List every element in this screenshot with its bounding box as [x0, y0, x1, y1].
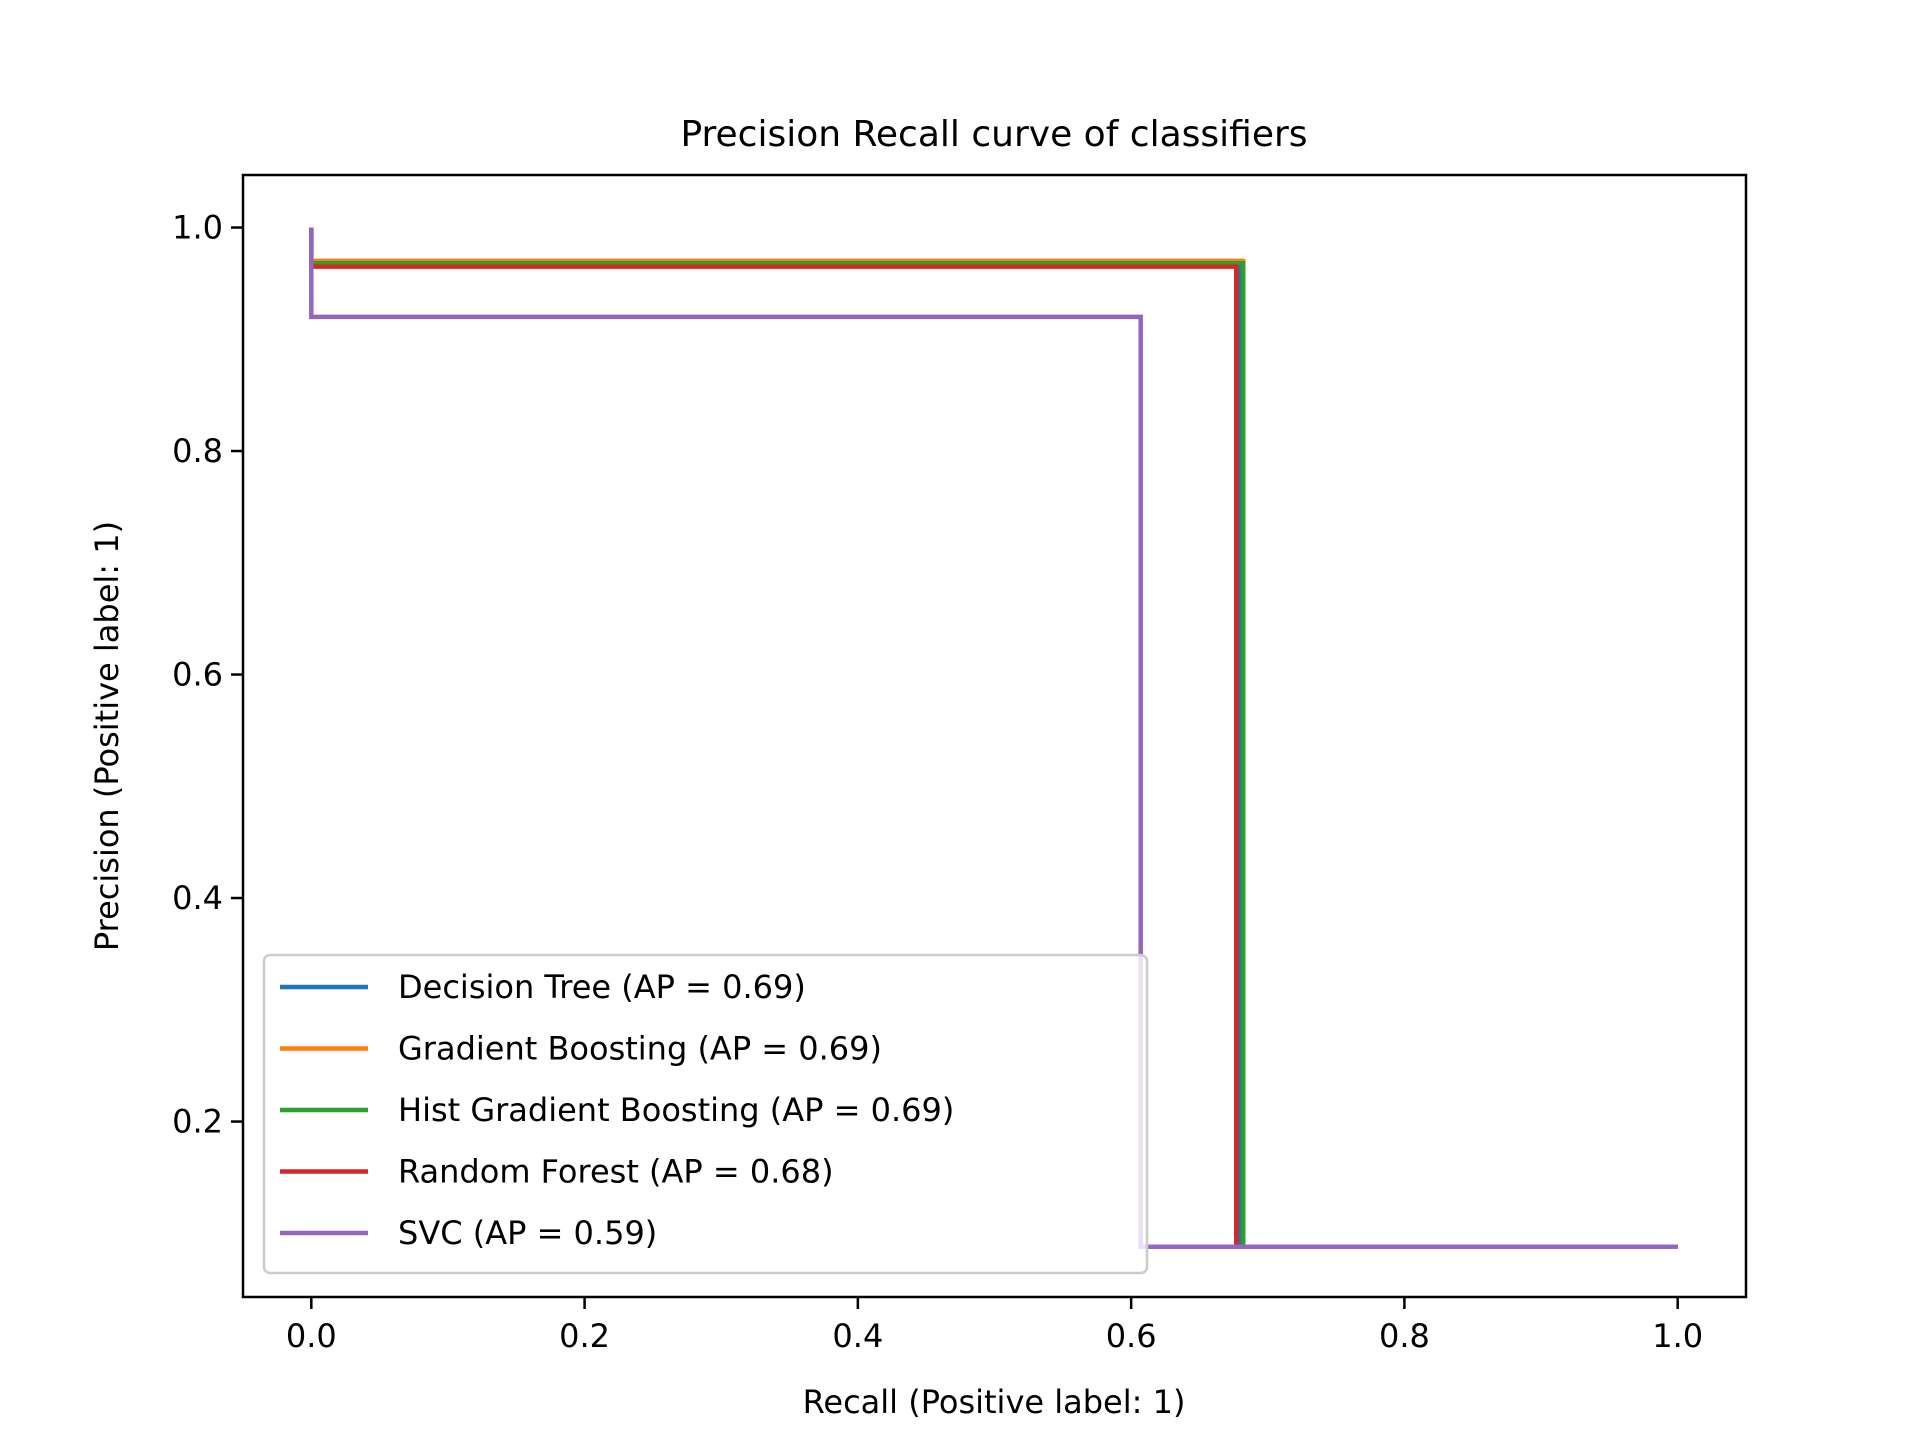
plot-frame [241, 173, 1748, 1299]
series-lines [309, 227, 1678, 1249]
x-tick-label: 0.4 [832, 1317, 883, 1355]
y-tick-label: 1.0 [172, 209, 223, 247]
x-tick-label: 0.6 [1106, 1317, 1157, 1355]
y-axis-label: Precision (Positive label: 1) [88, 521, 126, 951]
y-tick-label: 0.6 [172, 656, 223, 694]
x-tick-label: 0.2 [559, 1317, 610, 1355]
legend-box [262, 953, 1149, 1275]
legend-label-2: Hist Gradient Boosting (AP = 0.69) [398, 1091, 954, 1129]
y-tick-label: 0.8 [172, 432, 223, 470]
series-line-4 [309, 227, 1678, 1249]
legend-label-4: SVC (AP = 0.59) [398, 1214, 657, 1252]
x-tick-label: 0.0 [286, 1317, 337, 1355]
y-tick-label: 0.4 [172, 879, 223, 917]
legend-label-0: Decision Tree (AP = 0.69) [398, 968, 806, 1006]
legend-label-3: Random Forest (AP = 0.68) [398, 1153, 834, 1191]
chart-title: Precision Recall curve of classifiers [680, 114, 1307, 155]
y-tick-label: 0.2 [172, 1103, 223, 1141]
x-tick-label: 1.0 [1652, 1317, 1703, 1355]
legend-label-1: Gradient Boosting (AP = 0.69) [398, 1030, 882, 1068]
x-tick-label: 0.8 [1379, 1317, 1430, 1355]
x-axis-label: Recall (Positive label: 1) [803, 1383, 1186, 1421]
legend: Decision Tree (AP = 0.69) Gradient Boosti… [262, 953, 1149, 1275]
axes: 0.0 0.2 0.4 0.6 0.8 1.0 0.2 0.4 0.6 0.8 1.0 [172, 209, 1703, 1355]
